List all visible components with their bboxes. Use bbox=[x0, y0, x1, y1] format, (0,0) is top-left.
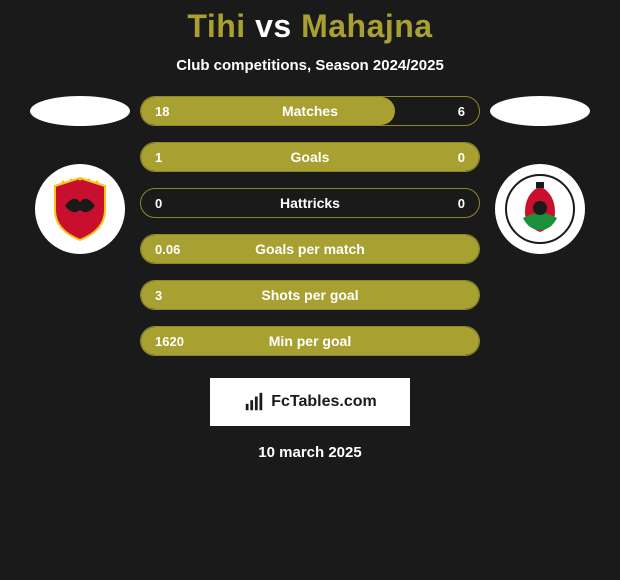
stat-row: 18Matches6 bbox=[140, 96, 480, 126]
stat-row: 1Goals0 bbox=[140, 142, 480, 172]
player1-photo-placeholder bbox=[30, 96, 130, 126]
source-text: FcTables.com bbox=[271, 393, 377, 411]
shield-icon bbox=[43, 172, 117, 246]
source-badge[interactable]: FcTables.com bbox=[210, 378, 410, 426]
card-subtitle: Club competitions, Season 2024/2025 bbox=[176, 57, 444, 74]
card-title: Tihi vs Mahajna bbox=[187, 8, 432, 45]
emblem-icon bbox=[503, 172, 577, 246]
stat-label: Goals per match bbox=[141, 241, 479, 257]
stat-label: Goals bbox=[141, 149, 479, 165]
stat-row: 0Hattricks0 bbox=[140, 188, 480, 218]
stat-label: Min per goal bbox=[141, 333, 479, 349]
stat-label: Hattricks bbox=[141, 195, 479, 211]
vs-label: vs bbox=[255, 8, 292, 44]
player2-photo-placeholder bbox=[490, 96, 590, 126]
stat-label: Shots per goal bbox=[141, 287, 479, 303]
chart-icon bbox=[243, 391, 265, 413]
stat-right-value: 6 bbox=[458, 104, 465, 119]
stat-right-value: 0 bbox=[458, 150, 465, 165]
player2-name: Mahajna bbox=[301, 8, 433, 44]
stat-label: Matches bbox=[141, 103, 479, 119]
card-date: 10 march 2025 bbox=[258, 444, 361, 461]
stats-area: 18Matches61Goals00Hattricks00.06Goals pe… bbox=[0, 96, 620, 356]
stat-right-value: 0 bbox=[458, 196, 465, 211]
stats-bars: 18Matches61Goals00Hattricks00.06Goals pe… bbox=[140, 96, 480, 356]
stat-row: 0.06Goals per match bbox=[140, 234, 480, 264]
right-column bbox=[490, 96, 590, 254]
player1-name: Tihi bbox=[187, 8, 245, 44]
stat-row: 1620Min per goal bbox=[140, 326, 480, 356]
left-column bbox=[30, 96, 130, 254]
club-crest-left bbox=[35, 164, 125, 254]
club-crest-right bbox=[495, 164, 585, 254]
comparison-card: Tihi vs Mahajna Club competitions, Seaso… bbox=[0, 0, 620, 580]
stat-row: 3Shots per goal bbox=[140, 280, 480, 310]
